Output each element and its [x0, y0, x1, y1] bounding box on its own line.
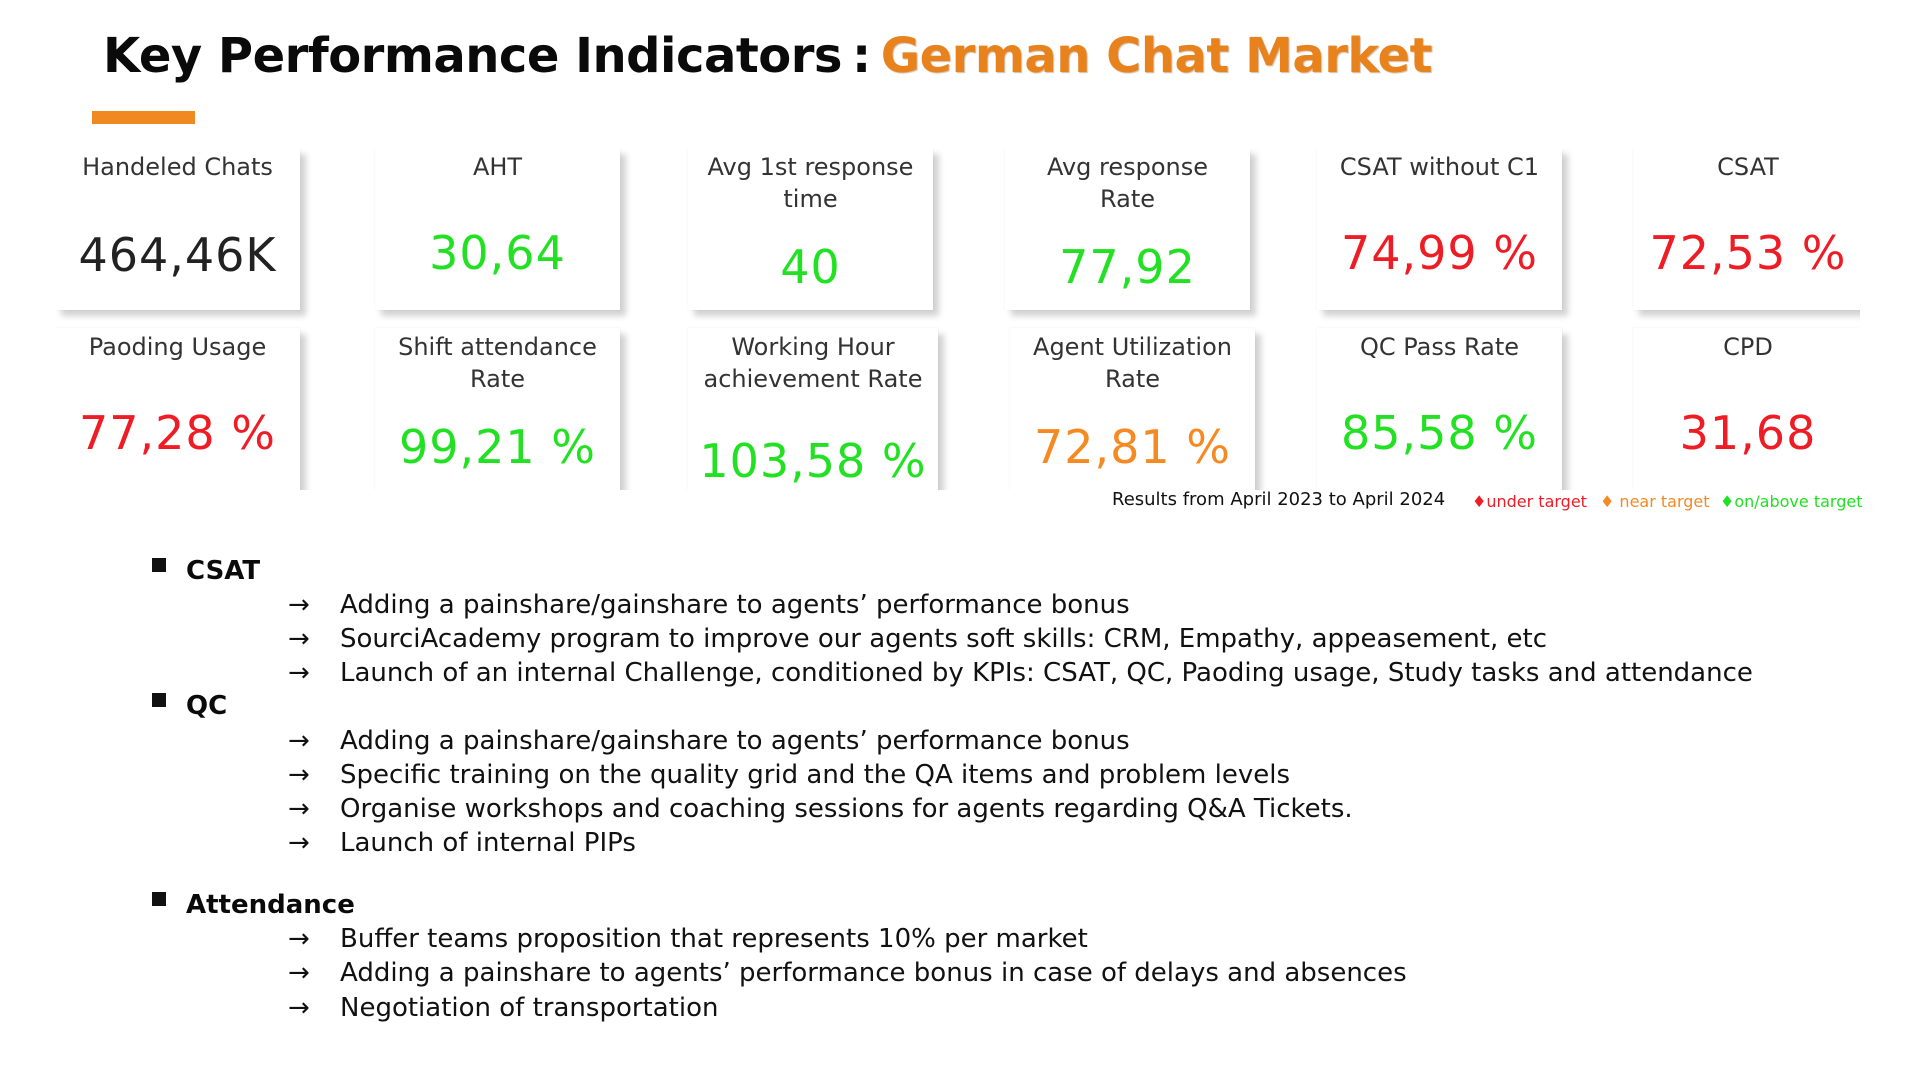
legend-near-target: ♦ near target: [1600, 492, 1710, 511]
kpi-value: 103,58 %: [699, 434, 927, 488]
list-item: → SourciAcademy program to improve our ag…: [288, 624, 1547, 654]
list-item: → Adding a painshare/gainshare to agents’…: [288, 590, 1130, 620]
kpi-label: QC Pass Rate: [1359, 333, 1520, 361]
kpi-card-qc-pass-rate: QC Pass Rate 85,58 %: [1317, 328, 1562, 490]
list-item: → Buffer teams proposition that represent…: [288, 924, 1088, 954]
bullet-square-icon: [152, 558, 166, 572]
kpi-panel: Handeled Chats 464,46K AHT 30,64 Avg 1st…: [55, 148, 1860, 490]
list-item: → Specific training on the quality grid a…: [288, 760, 1291, 790]
title-separator: :: [852, 28, 871, 84]
kpi-card-agent-utilization-rate: Agent Utilization Rate 72,81 %: [1010, 328, 1255, 490]
list-item: → Adding a painshare/gainshare to agents’…: [288, 726, 1130, 756]
page-title: Key Performance Indicators: German Chat M…: [103, 28, 1433, 84]
kpi-value: 72,81 %: [1033, 420, 1232, 474]
section-heading-attendance: Attendance: [152, 890, 355, 920]
bullet-square-icon: [152, 892, 166, 906]
kpi-card-shift-attendance-rate: Shift attendance Rate 99,21 %: [375, 328, 620, 490]
kpi-card-working-hour-achievement-rate: Working Hour achievement Rate 103,58 %: [688, 328, 938, 490]
section-heading-qc: QC: [152, 691, 227, 721]
kpi-value: 31,68: [1679, 406, 1817, 460]
title-accent: German Chat Market: [880, 28, 1433, 84]
kpi-value: 77,28 %: [78, 406, 277, 460]
kpi-card-paoding-usage: Paoding Usage 77,28 %: [55, 328, 300, 490]
kpi-value: 85,58 %: [1340, 406, 1539, 460]
arrow-right-icon: →: [288, 924, 310, 954]
kpi-label: CSAT: [1717, 153, 1779, 181]
bullet-square-icon: [152, 693, 166, 707]
arrow-right-icon: →: [288, 958, 310, 988]
kpi-value: 74,99 %: [1340, 226, 1539, 280]
kpi-label: Avg 1st response time: [707, 153, 914, 213]
kpi-label: AHT: [472, 153, 523, 181]
kpi-label: Working Hour achievement Rate: [703, 333, 923, 393]
list-item: → Launch of an internal Challenge, condit…: [288, 658, 1753, 688]
arrow-right-icon: →: [288, 590, 310, 620]
arrow-right-icon: →: [288, 828, 310, 858]
kpi-card-handeled-chats: Handeled Chats 464,46K: [55, 148, 300, 310]
kpi-value: 30,64: [429, 226, 566, 280]
list-item: → Negotiation of transportation: [288, 993, 719, 1023]
kpi-value: 77,92: [1059, 240, 1196, 294]
kpi-card-csat-without-c1: CSAT without C1 74,99 %: [1317, 148, 1562, 310]
kpi-card-aht: AHT 30,64: [375, 148, 620, 310]
kpi-card-avg-response-rate: Avg response Rate 77,92: [1005, 148, 1250, 310]
kpi-label: Shift attendance Rate: [398, 333, 597, 393]
arrow-right-icon: →: [288, 760, 310, 790]
list-item: → Adding a painshare to agents’ performan…: [288, 958, 1407, 988]
kpi-card-csat: CSAT 72,53 %: [1633, 148, 1860, 310]
kpi-value: 464,46K: [78, 228, 277, 282]
kpi-card-cpd: CPD 31,68: [1633, 328, 1860, 490]
legend-on-above-target: ♦on/above target: [1720, 492, 1863, 511]
arrow-right-icon: →: [288, 993, 310, 1023]
kpi-value: 40: [780, 240, 841, 294]
arrow-right-icon: →: [288, 794, 310, 824]
kpi-value: 99,21 %: [398, 420, 597, 474]
legend-under-target: ♦under target: [1472, 492, 1587, 511]
kpi-label: Agent Utilization Rate: [1033, 333, 1232, 393]
list-item: → Organise workshops and coaching session…: [288, 794, 1353, 824]
kpi-label: Paoding Usage: [88, 333, 267, 361]
kpi-label: Avg response Rate: [1046, 153, 1209, 213]
results-period-note: Results from April 2023 to April 2024: [1112, 489, 1446, 510]
arrow-right-icon: →: [288, 726, 310, 756]
kpi-label: CPD: [1723, 333, 1773, 361]
arrow-right-icon: →: [288, 624, 310, 654]
kpi-card-avg-1st-response-time: Avg 1st response time 40: [688, 148, 933, 310]
arrow-right-icon: →: [288, 658, 310, 688]
kpi-label: CSAT without C1: [1339, 153, 1540, 181]
title-main: Key Performance Indicators: [103, 28, 843, 84]
kpi-label: Handeled Chats: [82, 153, 273, 181]
list-item: → Launch of internal PIPs: [288, 828, 636, 858]
title-underline: [92, 111, 195, 124]
kpi-value: 72,53 %: [1649, 226, 1847, 280]
section-heading-csat: CSAT: [152, 556, 260, 586]
